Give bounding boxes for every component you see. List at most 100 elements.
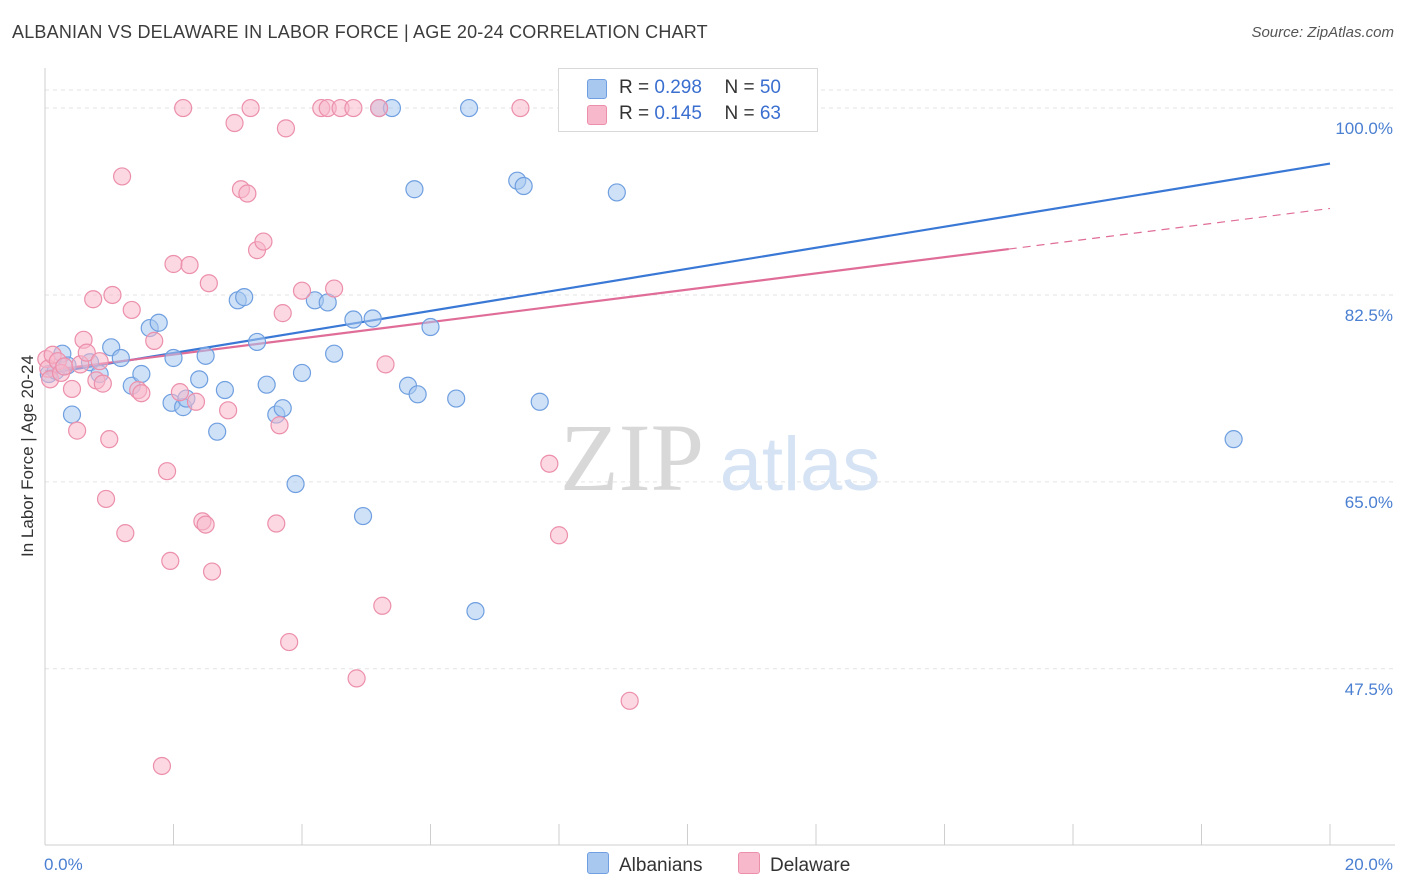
data-point (459, 98, 479, 118)
chart-title: ALBANIAN VS DELAWARE IN LABOR FORCE | AG… (12, 22, 708, 42)
y-tick-label: 47.5% (1345, 680, 1393, 699)
data-point (270, 416, 289, 435)
legend-item-delaware: Delaware (738, 852, 850, 877)
data-point (157, 462, 177, 481)
data-point (170, 383, 190, 402)
data-point (77, 343, 96, 362)
data-point (174, 98, 193, 118)
watermark-zip: ZIP (560, 404, 704, 511)
data-point (254, 232, 273, 251)
watermark: ZIP atlas (560, 404, 880, 511)
delaware-r-value: 0.145 (654, 103, 702, 124)
data-point (186, 392, 206, 411)
data-point (376, 355, 395, 374)
data-points (37, 98, 1243, 776)
data-point (241, 98, 260, 118)
data-point (347, 669, 366, 688)
delaware-n-label: N = (724, 103, 760, 124)
data-point (161, 551, 180, 571)
data-point (100, 430, 119, 449)
data-point (122, 300, 141, 320)
data-point (180, 255, 199, 275)
data-point (112, 167, 132, 186)
data-point (55, 357, 74, 376)
data-point (215, 380, 234, 400)
data-point (62, 405, 82, 424)
x-tick-label: 0.0% (44, 855, 83, 874)
data-point (62, 379, 82, 399)
data-point (219, 401, 238, 420)
delaware-r-label: R = (619, 103, 655, 124)
data-point (111, 348, 130, 368)
data-point (202, 562, 222, 581)
data-point (199, 274, 218, 293)
data-point (103, 285, 122, 305)
legend-row-albanians: R = 0.298 N = 50 (619, 77, 781, 99)
data-point (405, 180, 424, 199)
tick-labels: 47.5% 65.0% 82.5% 100.0% 0.0% 20.0% In Labor F… (18, 119, 1393, 874)
data-point (620, 691, 639, 710)
data-point (286, 474, 305, 494)
data-point (353, 506, 373, 526)
data-point (93, 374, 112, 393)
data-point (145, 331, 164, 350)
legend-delaware-label: Delaware (770, 855, 851, 876)
albanians-r-value: 0.298 (654, 77, 702, 98)
legend-row-delaware: R = 0.145 N = 63 (619, 103, 781, 125)
y-axis-title: In Labor Force | Age 20-24 (18, 355, 37, 557)
data-point (447, 389, 466, 408)
data-point (196, 346, 215, 365)
data-point (225, 113, 244, 133)
data-point (280, 632, 299, 652)
axes (44, 68, 1395, 846)
data-point (344, 310, 363, 329)
data-point (132, 384, 151, 403)
data-point (511, 98, 530, 118)
data-point (273, 399, 292, 418)
data-point (164, 254, 183, 274)
legend-item-albanians: Albanians (587, 852, 702, 877)
legend-albanians-swatch (587, 852, 609, 874)
data-point (164, 348, 183, 368)
data-point (549, 526, 569, 545)
data-point (373, 596, 392, 615)
data-point (1224, 430, 1243, 449)
data-point (208, 422, 227, 441)
data-point (196, 515, 215, 534)
trend-line-extension-delaware (1008, 207, 1331, 250)
data-point (292, 281, 312, 300)
data-point (235, 288, 254, 307)
delaware-n-value: 63 (759, 103, 781, 124)
delaware-swatch (587, 105, 607, 125)
data-point (276, 119, 296, 138)
data-point (68, 421, 87, 440)
data-point (530, 392, 549, 411)
data-point (325, 279, 344, 298)
data-point (96, 489, 116, 509)
data-point (149, 313, 168, 332)
y-tick-label: 65.0% (1345, 493, 1393, 512)
data-point (84, 290, 103, 309)
legend-albanians-label: Albanians (619, 855, 703, 876)
data-point (466, 602, 485, 621)
albanians-r-label: R = (619, 77, 655, 98)
y-tick-label: 100.0% (1335, 119, 1393, 138)
data-point (421, 317, 440, 337)
data-point (116, 524, 135, 543)
data-point (292, 363, 312, 383)
data-point (267, 514, 286, 533)
albanians-swatch (587, 79, 607, 99)
legend-delaware-swatch (738, 852, 760, 874)
data-point (238, 184, 257, 203)
y-tick-label: 82.5% (1345, 306, 1393, 325)
data-point (607, 183, 626, 202)
albanians-n-value: 50 (759, 77, 781, 98)
data-point (325, 344, 344, 363)
data-point (540, 454, 559, 473)
data-point (247, 332, 267, 352)
data-point (90, 352, 109, 371)
data-point (514, 176, 533, 196)
series-albanians (39, 98, 1243, 621)
grid-lines (45, 89, 1395, 670)
